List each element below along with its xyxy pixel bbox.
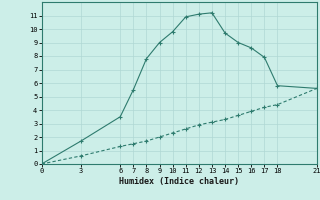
X-axis label: Humidex (Indice chaleur): Humidex (Indice chaleur): [119, 177, 239, 186]
